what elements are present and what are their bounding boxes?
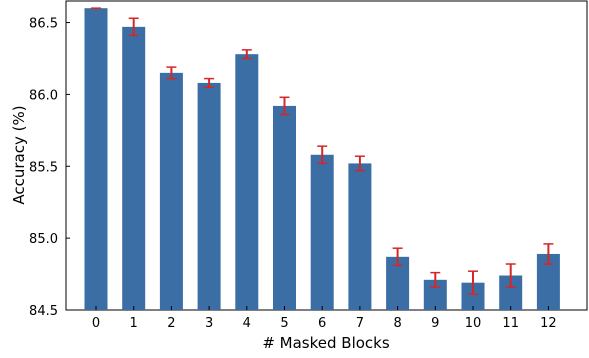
x-tick-label-0: 0 [92, 316, 100, 331]
x-tick-label-12: 12 [540, 316, 557, 331]
error-bar-11 [505, 263, 516, 288]
y-tick-label-86.5: 86.5 [29, 17, 58, 32]
bar-1 [122, 26, 146, 311]
bar-4 [235, 54, 259, 311]
y-axis-title: Accuracy (%) [10, 105, 28, 204]
error-bar-3 [204, 77, 215, 88]
x-axis-title: # Masked Blocks [262, 334, 390, 352]
error-bars-group [91, 7, 554, 295]
bar-7 [348, 163, 372, 310]
y-tick-label-85.5: 85.5 [29, 160, 58, 175]
error-bar-9 [430, 271, 441, 288]
x-tick-label-2: 2 [167, 316, 175, 331]
error-bar-10 [468, 270, 478, 295]
y-tick-label-86.0: 86.0 [29, 88, 58, 103]
bar-10 [461, 282, 485, 310]
y-tick-label-84.5: 84.5 [29, 304, 58, 319]
error-bar-7 [354, 155, 365, 172]
error-bar-6 [317, 145, 328, 165]
bar-11 [499, 275, 523, 310]
bar-6 [310, 154, 334, 310]
x-tick-label-3: 3 [205, 316, 213, 331]
bar-2 [159, 72, 183, 310]
error-bar-5 [279, 96, 290, 116]
x-tick-label-11: 11 [502, 316, 519, 331]
bar-9 [423, 279, 447, 310]
x-tick-label-6: 6 [318, 316, 326, 331]
x-axis: 0 1 2 3 4 5 6 7 8 9 10 11 12 [92, 306, 557, 331]
bars-group [84, 8, 560, 311]
x-tick-label-9: 9 [431, 316, 439, 331]
error-bar-12 [543, 243, 554, 265]
y-axis: 84.5 85.0 85.5 86.0 86.5 [29, 17, 70, 319]
error-bar-4 [241, 49, 252, 60]
error-bar-1 [128, 17, 139, 37]
x-tick-label-1: 1 [130, 316, 138, 331]
x-tick-label-7: 7 [356, 316, 364, 331]
bar-0 [84, 8, 108, 310]
bar-5 [273, 105, 296, 310]
bar-3 [197, 82, 221, 310]
x-tick-label-10: 10 [465, 316, 482, 331]
error-bar-8 [392, 247, 403, 267]
bar-12 [536, 253, 560, 310]
bar-8 [386, 256, 410, 310]
error-bar-2 [166, 66, 177, 80]
x-tick-label-5: 5 [280, 316, 288, 331]
x-tick-label-4: 4 [243, 316, 251, 331]
x-tick-label-8: 8 [393, 316, 401, 331]
y-tick-label-85.0: 85.0 [29, 232, 58, 247]
